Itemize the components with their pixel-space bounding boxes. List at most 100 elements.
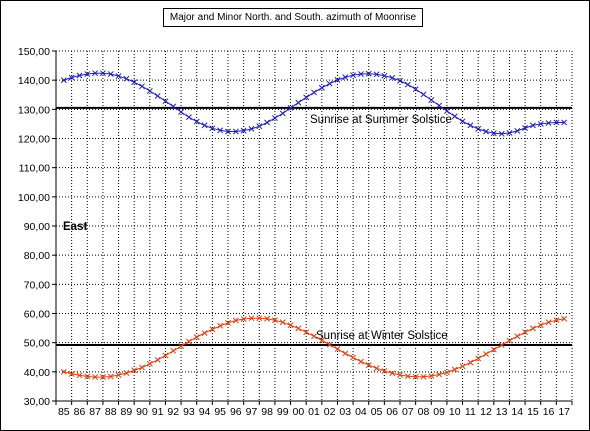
data-point	[373, 71, 380, 78]
y-tick-label: 150,00	[18, 46, 50, 58]
chart-title: Major and Minor North. and South. azimut…	[163, 8, 423, 27]
data-point	[295, 99, 302, 106]
data-point	[264, 315, 271, 322]
data-point	[459, 363, 466, 370]
data-point	[365, 70, 372, 77]
data-point	[389, 74, 396, 81]
data-point	[342, 350, 349, 357]
data-point	[514, 333, 521, 340]
data-point	[76, 72, 83, 79]
data-point	[123, 75, 130, 82]
data-point	[154, 356, 161, 363]
data-point	[279, 110, 286, 117]
x-tick-label: 89	[121, 406, 133, 418]
data-point	[467, 122, 474, 129]
data-point	[451, 366, 458, 373]
x-tick-label: 93	[183, 406, 195, 418]
data-point	[483, 128, 489, 135]
data-point	[311, 89, 317, 96]
x-tick-label: 96	[230, 406, 242, 418]
data-point	[178, 109, 185, 115]
x-tick-label: 10	[449, 406, 461, 418]
x-tick-label: 11	[465, 406, 476, 418]
y-tick-label: 140,00	[18, 75, 50, 87]
data-point	[287, 104, 294, 111]
data-point	[60, 77, 67, 84]
x-tick-label: 02	[324, 406, 336, 418]
data-point	[76, 372, 83, 379]
x-tick-label: 90	[136, 406, 148, 418]
y-tick-label: 50,00	[24, 338, 50, 350]
x-tick-label: 86	[74, 406, 86, 418]
solstice-label: Sunrise at Winter Solstice	[316, 330, 448, 342]
data-point	[185, 114, 192, 121]
data-point	[131, 79, 138, 86]
data-point	[334, 76, 341, 83]
data-point	[107, 71, 114, 77]
data-point	[397, 372, 403, 378]
data-point	[170, 103, 177, 110]
data-point	[287, 322, 294, 329]
data-point	[139, 83, 145, 90]
data-point	[264, 119, 271, 126]
data-point	[381, 72, 388, 79]
data-point	[209, 326, 216, 333]
data-point	[146, 360, 153, 367]
x-tick-label: 06	[386, 406, 398, 418]
data-point	[99, 70, 106, 77]
x-tick-label: 94	[199, 406, 211, 418]
y-tick-label: 60,00	[24, 309, 50, 321]
x-tick-label: 04	[355, 406, 367, 418]
data-point	[475, 125, 482, 132]
data-point	[545, 120, 552, 126]
data-point	[522, 125, 529, 131]
data-point	[350, 72, 357, 79]
data-point	[318, 84, 325, 91]
data-point	[318, 337, 325, 344]
x-tick-label: 99	[277, 406, 289, 418]
x-tick-label: 91	[152, 406, 164, 418]
data-point	[412, 373, 419, 380]
data-point	[498, 342, 505, 348]
data-point	[529, 122, 536, 129]
data-point	[60, 368, 67, 375]
data-point	[303, 329, 310, 336]
data-point	[240, 127, 247, 134]
data-point	[561, 315, 568, 322]
x-tick-label: 09	[433, 406, 445, 418]
data-point	[475, 355, 482, 362]
x-tick-label: 13	[496, 406, 508, 418]
data-point	[115, 73, 122, 80]
x-tick-label: 17	[558, 406, 570, 418]
data-point	[146, 88, 153, 94]
y-tick-label: 120,00	[18, 134, 50, 146]
data-point	[162, 352, 169, 359]
y-tick-label: 130,00	[18, 104, 50, 116]
y-tick-label: 90,00	[24, 221, 50, 233]
data-point	[154, 92, 161, 99]
data-point	[311, 333, 317, 340]
data-point	[201, 122, 208, 129]
x-tick-label: 00	[293, 406, 305, 418]
data-point	[178, 343, 185, 350]
data-point	[256, 315, 263, 322]
east-label: East	[63, 221, 87, 233]
data-point	[537, 322, 544, 329]
data-point	[170, 347, 177, 354]
x-tick-label: 03	[339, 406, 351, 418]
x-tick-label: 85	[58, 406, 70, 418]
data-point	[404, 373, 411, 380]
data-point	[84, 373, 91, 380]
data-point	[68, 370, 75, 377]
x-tick-label: 15	[527, 406, 539, 418]
data-point	[139, 364, 145, 371]
data-point	[436, 371, 443, 378]
x-tick-label: 87	[89, 406, 101, 418]
data-point	[404, 81, 411, 88]
data-point	[373, 365, 380, 372]
y-tick-label: 30,00	[24, 396, 50, 408]
x-tick-label: 08	[418, 406, 430, 418]
y-tick-label: 110,00	[19, 163, 50, 175]
data-point	[240, 316, 247, 322]
